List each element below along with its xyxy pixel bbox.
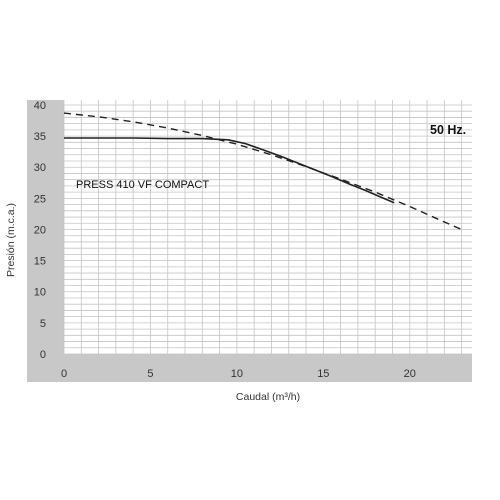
y-axis-title: Presión (m.c.a.) xyxy=(5,203,17,277)
y-tick-label: 35 xyxy=(34,131,46,143)
y-tick-label: 5 xyxy=(40,318,46,330)
y-tick-label: 40 xyxy=(34,100,46,112)
curve-solid xyxy=(64,137,395,204)
y-tick-label: 10 xyxy=(34,287,46,299)
curve-label: PRESS 410 VF COMPACT xyxy=(76,179,209,191)
x-tick-label: 10 xyxy=(231,368,243,380)
frequency-label: 50 Hz. xyxy=(430,123,466,137)
series-layer xyxy=(63,112,462,231)
y-tick-label: 25 xyxy=(34,193,46,205)
x-tick-label: 5 xyxy=(147,368,153,380)
y-tick-labels: 0 5 10 15 20 25 30 35 40 xyxy=(34,100,46,361)
x-tick-labels: 0 5 10 15 20 xyxy=(61,368,416,380)
y-tick-label: 15 xyxy=(34,256,46,268)
grid xyxy=(63,100,472,355)
y-tick-label: 0 xyxy=(40,349,46,361)
y-tick-label: 20 xyxy=(34,224,46,236)
x-axis-title: Caudal (m³/h) xyxy=(236,391,300,403)
y-tick-label: 30 xyxy=(34,162,46,174)
x-tick-label: 0 xyxy=(61,368,67,380)
x-tick-label: 20 xyxy=(404,368,416,380)
x-tick-label: 15 xyxy=(317,368,329,380)
